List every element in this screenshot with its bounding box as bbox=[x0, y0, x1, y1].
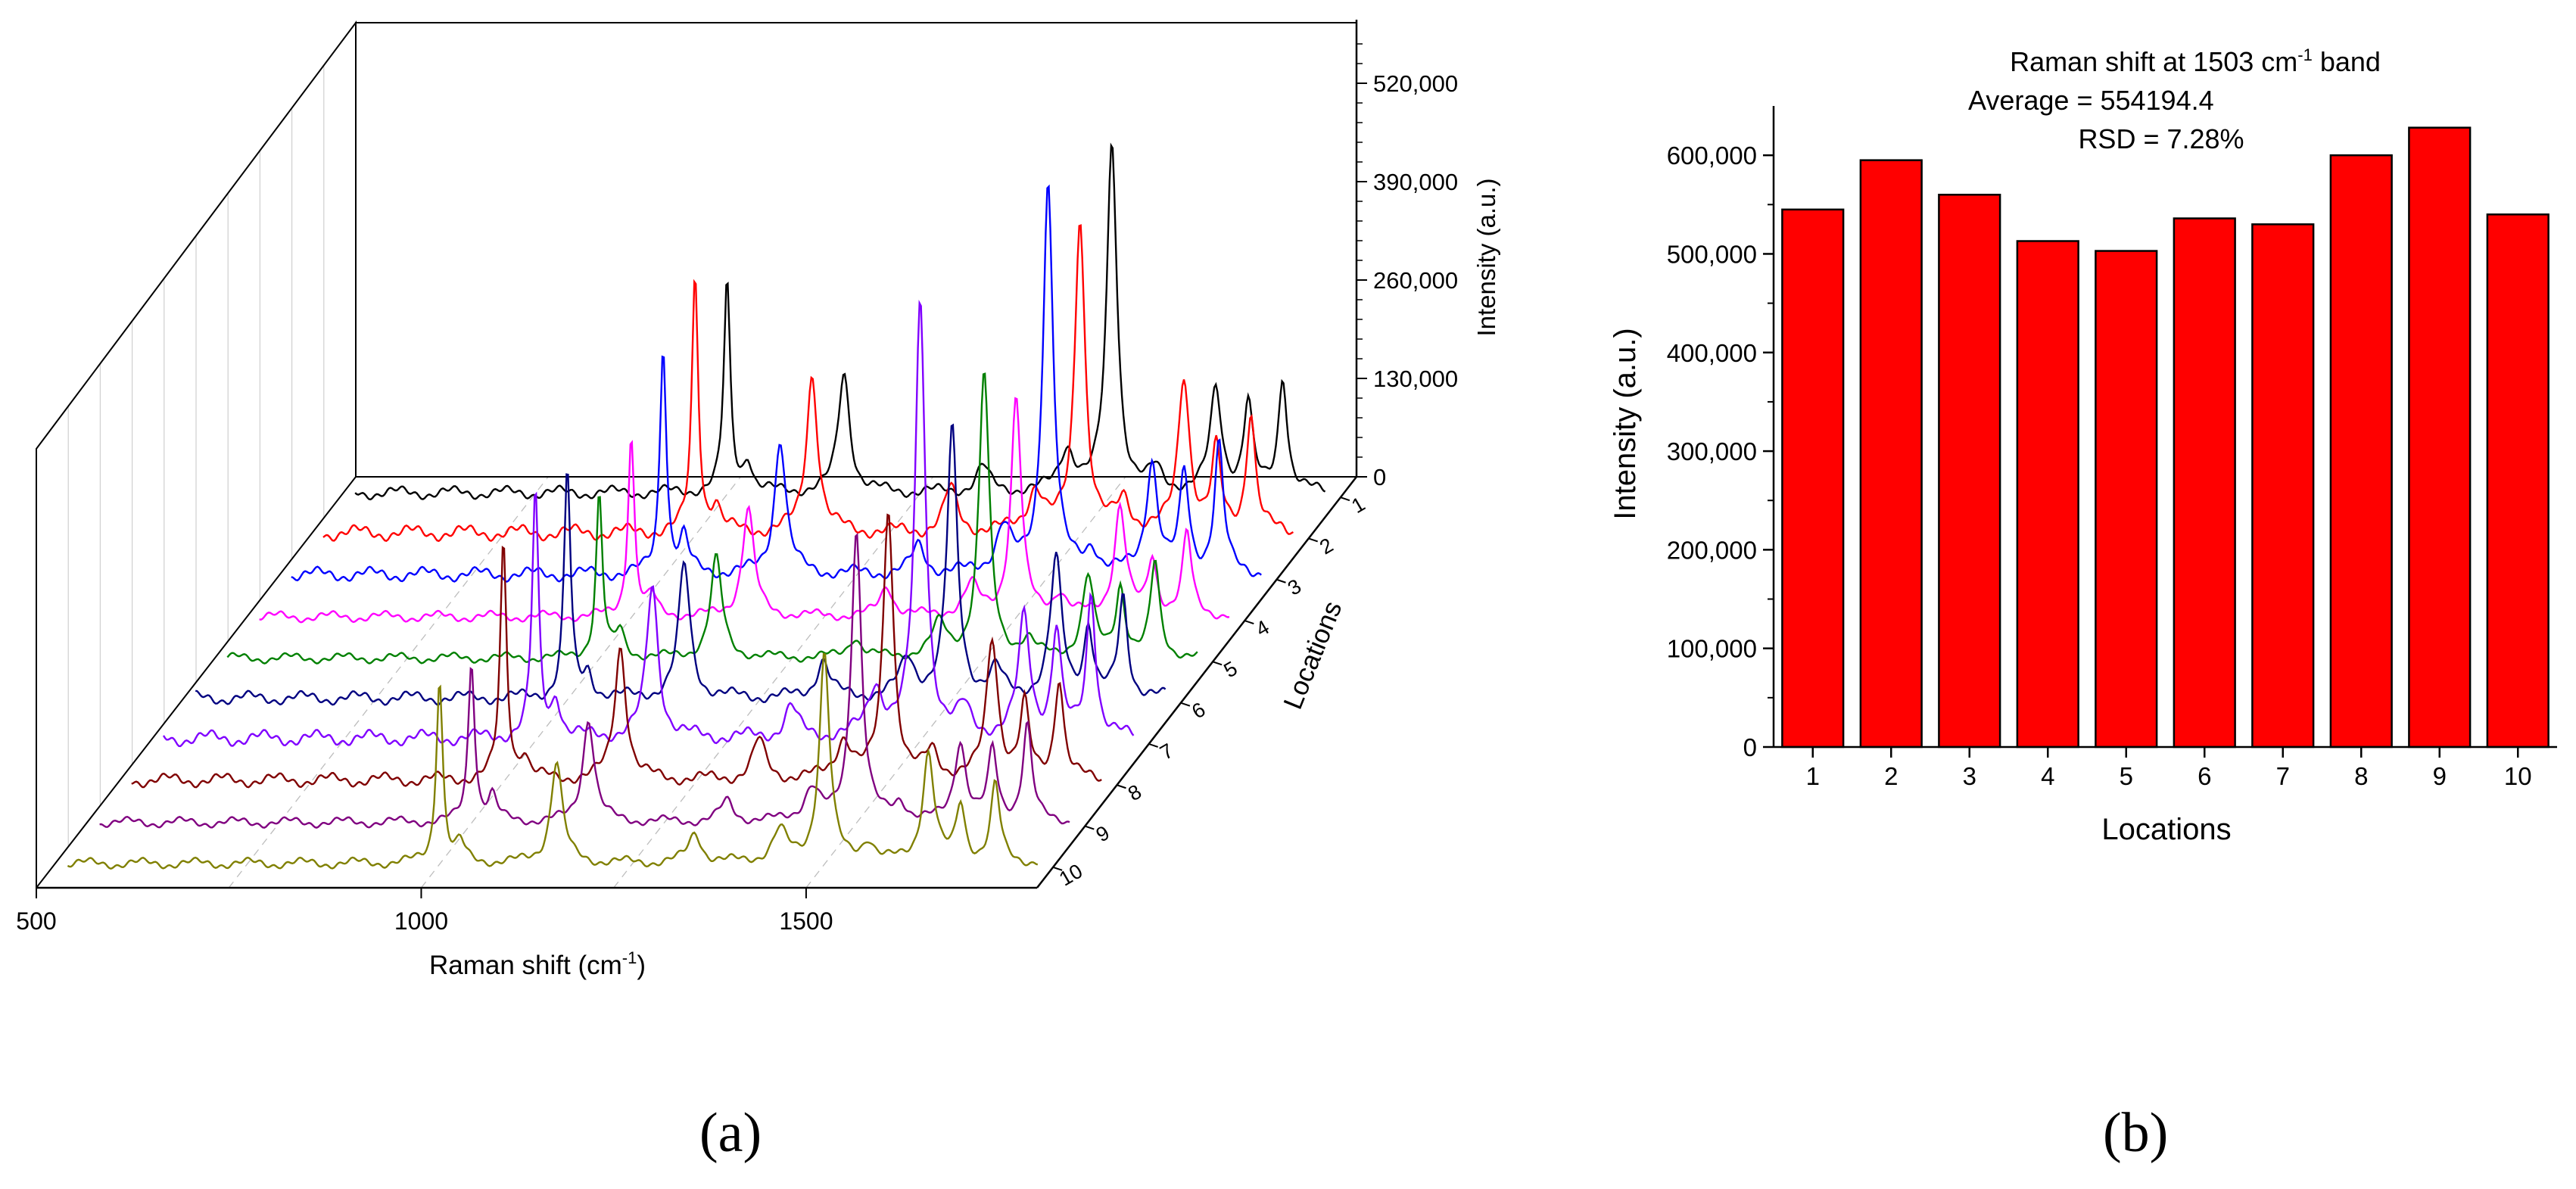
panel-a-depth-tick bbox=[1276, 578, 1286, 584]
panel-b-title-line2: Average = 554194.4 bbox=[1968, 85, 2214, 116]
panel-b-title-line3: RSD = 7.28% bbox=[2078, 123, 2244, 154]
panel-a-x-tick-label: 1500 bbox=[779, 907, 833, 935]
panel-a-z-tick-label: 520,000 bbox=[1373, 70, 1458, 97]
panel-b-bar-6 bbox=[2173, 217, 2236, 749]
panel-a-series-line-loc-3 bbox=[291, 184, 1262, 583]
panel-a-series-line-loc-5 bbox=[226, 372, 1198, 665]
panel-b-y-tick-label: 600,000 bbox=[1667, 142, 1757, 170]
panel-a-x-tick-label: 1000 bbox=[394, 907, 448, 935]
panel-a-location-label: 1 bbox=[1347, 493, 1369, 518]
panel-a-x-tick-label: 500 bbox=[16, 907, 56, 935]
panel-a-depth-tick bbox=[1308, 537, 1319, 543]
panel-b-x-tick-label: 5 bbox=[2120, 762, 2133, 790]
panel-a-depth-tick bbox=[1052, 866, 1063, 871]
panel-a-series bbox=[67, 142, 1326, 870]
panel-a-z-tick-label: 130,000 bbox=[1373, 366, 1458, 392]
panel-a-frame bbox=[36, 20, 1358, 890]
panel-a-series-line-loc-8 bbox=[131, 513, 1102, 789]
panel-a-depth-tick bbox=[1180, 702, 1191, 707]
panel-a-series-line-loc-2 bbox=[322, 224, 1294, 543]
panel-b-bar-5 bbox=[2095, 250, 2158, 749]
panel-a-back-wall bbox=[355, 22, 1357, 478]
panel-b-x-tick-label: 8 bbox=[2354, 762, 2368, 790]
panel-a-z-tick-label: 0 bbox=[1373, 464, 1386, 490]
panel-b-title-sup: -1 bbox=[2297, 45, 2313, 64]
panel-a-side-wall bbox=[36, 20, 357, 890]
panel-b-y-tick-label: 0 bbox=[1743, 733, 1757, 761]
panel-b-bar-4 bbox=[2016, 240, 2079, 749]
panel-a-xlabel-main: Raman shift (cm bbox=[429, 951, 622, 980]
panel-b-title-line1: Raman shift at 1503 cm-1 band bbox=[2010, 45, 2381, 77]
panel-b-x-tick-label: 3 bbox=[1963, 762, 1976, 790]
panel-a-floor-gridline bbox=[805, 476, 1126, 889]
panel-b-y-tick-label: 200,000 bbox=[1667, 536, 1757, 564]
panel-a-series-line-loc-7 bbox=[162, 299, 1135, 748]
panel-b-y-tick-label: 500,000 bbox=[1667, 240, 1757, 268]
panel-a-location-label: 10 bbox=[1055, 860, 1086, 891]
panel-a-series-line-loc-6 bbox=[195, 423, 1167, 706]
panel-b-ylabel: Intensity (a.u.) bbox=[1609, 328, 1642, 519]
panel-a-location-label: 2 bbox=[1316, 534, 1337, 559]
panel-b-x-tick-label: 9 bbox=[2433, 762, 2447, 790]
panel-a-3d-spectra-chart: 500 1000 1500 0 130,000 260,000 390,000 520,000… bbox=[16, 20, 1500, 980]
panel-a-xlabel: Raman shift (cm-1) bbox=[429, 948, 646, 980]
panel-a-depth-tick bbox=[1212, 661, 1223, 666]
panel-b-x-tick-label: 6 bbox=[2198, 762, 2211, 790]
panel-a-label: (a) bbox=[699, 1102, 762, 1164]
panel-b-bar-chart: 0 100,000 200,000 300,000 400,000 500,000 600,… bbox=[1609, 45, 2557, 846]
panel-a-xlabel-close: ) bbox=[637, 951, 646, 980]
panel-b-x-tick-label: 7 bbox=[2276, 762, 2290, 790]
panel-b-y-tick-label: 400,000 bbox=[1667, 339, 1757, 367]
panel-a-series-line-loc-10 bbox=[67, 652, 1039, 870]
panel-b-bar-1 bbox=[1781, 208, 1845, 749]
panel-b-label: (b) bbox=[2103, 1102, 2169, 1164]
panel-b-bar-7 bbox=[2251, 223, 2315, 749]
panel-a-series-line-loc-4 bbox=[259, 397, 1230, 624]
panel-a-depth-tick bbox=[1117, 784, 1126, 789]
panel-a-depth-axis bbox=[1036, 476, 1357, 889]
panel-b-bars bbox=[1781, 126, 2550, 749]
panel-a-series-line-loc-1 bbox=[354, 142, 1326, 501]
panel-a-location-label: 7 bbox=[1156, 739, 1177, 764]
panel-b-bar-2 bbox=[1859, 159, 1923, 749]
panel-b-axes bbox=[1772, 106, 2557, 749]
panel-a-xlabel-sup: -1 bbox=[622, 948, 637, 967]
panel-b-title-pre: Raman shift at 1503 cm bbox=[2010, 46, 2297, 77]
panel-a-floor-gridline bbox=[420, 476, 741, 889]
panel-a-floor-gridline bbox=[613, 476, 934, 889]
panel-a-location-label: 4 bbox=[1252, 616, 1273, 641]
panel-a-depth-tick bbox=[1148, 743, 1159, 748]
panel-a-depth-tick bbox=[1244, 620, 1254, 624]
panel-b-y-tick-label: 100,000 bbox=[1667, 635, 1757, 663]
panel-a-location-label: 9 bbox=[1092, 821, 1114, 846]
panel-a-location-label: 5 bbox=[1220, 657, 1241, 682]
panel-b-x-tick-label: 4 bbox=[2041, 762, 2054, 790]
panel-b-x-tick-label: 1 bbox=[1806, 762, 1820, 790]
panel-a-location-label: 6 bbox=[1188, 698, 1209, 723]
panel-a-location-label: 8 bbox=[1124, 780, 1145, 805]
panel-b-xlabel: Locations bbox=[2101, 813, 2231, 846]
panel-b-ticks: 0 100,000 200,000 300,000 400,000 500,000 600,… bbox=[1667, 142, 2532, 790]
panel-b-title-post: band bbox=[2313, 46, 2381, 77]
panel-a-z-tick-label: 390,000 bbox=[1373, 169, 1458, 195]
panel-b-bar-8 bbox=[2329, 154, 2393, 749]
panel-a-z-tick-label: 260,000 bbox=[1373, 267, 1458, 294]
panel-b-bar-3 bbox=[1938, 194, 2001, 749]
panel-a-depth-tick bbox=[1340, 496, 1350, 502]
panel-b-bar-10 bbox=[2486, 213, 2550, 749]
panel-b-x-tick-label: 2 bbox=[1884, 762, 1898, 790]
panel-b-x-tick-label: 10 bbox=[2504, 762, 2532, 790]
panel-b-y-tick-label: 300,000 bbox=[1667, 437, 1757, 465]
panel-a-ylabel: Locations bbox=[1278, 597, 1347, 714]
panel-a-series-line-loc-9 bbox=[99, 533, 1070, 829]
panel-a-zlabel: Intensity (a.u.) bbox=[1472, 178, 1500, 336]
panel-a-location-label: 3 bbox=[1284, 574, 1305, 599]
panel-b-bar-9 bbox=[2408, 126, 2472, 749]
panel-a-depth-tick bbox=[1084, 825, 1095, 830]
